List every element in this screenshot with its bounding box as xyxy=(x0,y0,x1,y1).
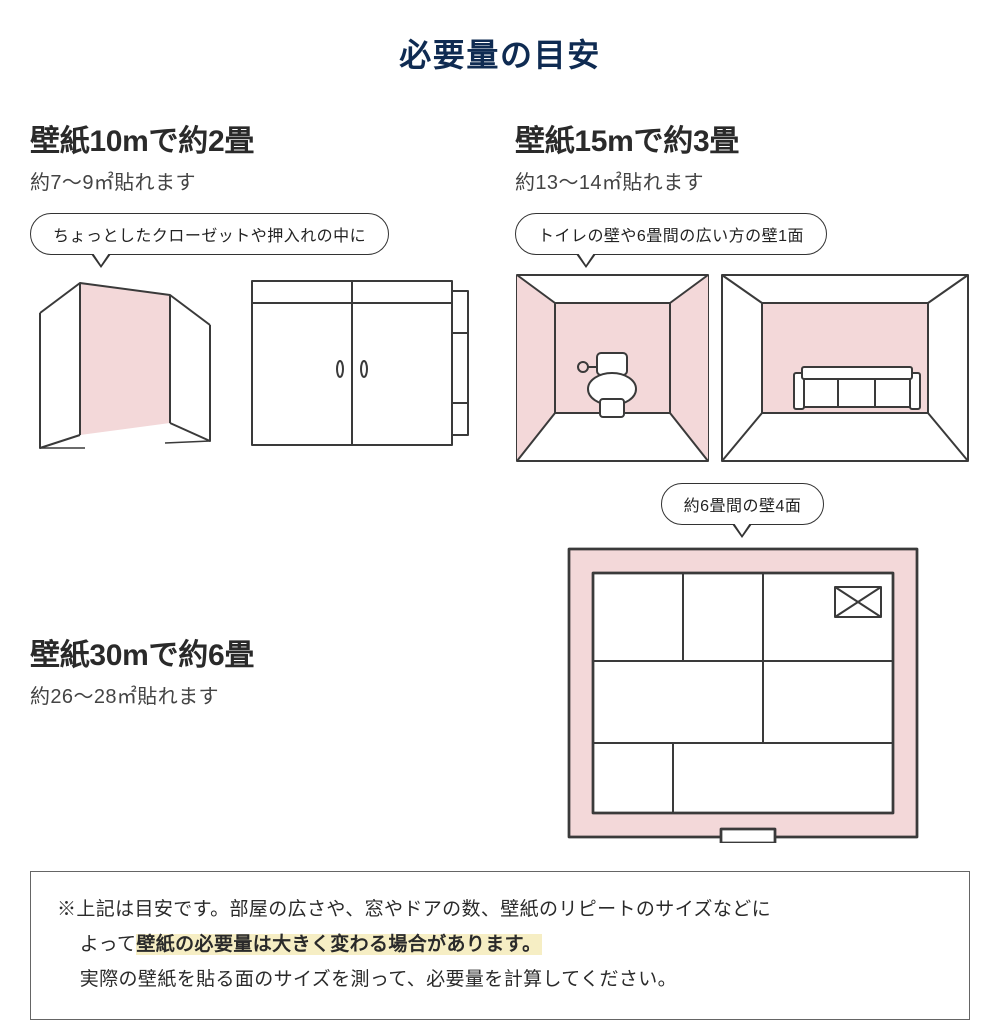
sec15-sub: 約13〜14㎡貼れます xyxy=(515,166,970,195)
section-floorplan: 約6畳間の壁4面 xyxy=(515,473,970,843)
notice-line3: 実際の壁紙を貼る面のサイズを測って、必要量を計算してください。 xyxy=(57,962,943,997)
notice-highlight: 壁紙の必要量は大きく変わる場合があります。 xyxy=(136,934,541,955)
floorplan-icon xyxy=(563,543,923,843)
slidingdoor-icon xyxy=(244,273,474,453)
sec10-illus xyxy=(30,273,485,453)
notice-line1: ※上記は目安です。部屋の広さや、窓やドアの数、壁紙のリピートのサイズなどに xyxy=(57,899,771,920)
section-15m: 壁紙15mで約3畳 約13〜14㎡貼れます トイレの壁や6畳間の広い方の壁1面 xyxy=(515,116,970,463)
sec10-heading: 壁紙10mで約2畳 xyxy=(30,116,485,160)
page-title: 必要量の目安 xyxy=(30,30,970,76)
sec10-sub: 約7〜9㎡貼れます xyxy=(30,166,485,195)
sec15-illus xyxy=(515,273,970,463)
sec15-heading: 壁紙15mで約3畳 xyxy=(515,116,970,160)
living-wall-icon xyxy=(720,273,970,463)
sec30-sub: 約26〜28㎡貼れます xyxy=(30,680,485,709)
notice-box: ※上記は目安です。部屋の広さや、窓やドアの数、壁紙のリピートのサイズなどに よっ… xyxy=(30,871,970,1020)
closet-icon xyxy=(30,273,230,453)
floor-bubble: 約6畳間の壁4面 xyxy=(661,483,825,525)
section-10m: 壁紙10mで約2畳 約7〜9㎡貼れます ちょっとしたクローゼットや押入れの中に xyxy=(30,116,485,463)
toilet-room-icon xyxy=(515,273,710,463)
section-30m: 壁紙30mで約6畳 約26〜28㎡貼れます xyxy=(30,590,485,727)
sections-grid: 壁紙10mで約2畳 約7〜9㎡貼れます ちょっとしたクローゼットや押入れの中に xyxy=(30,116,970,843)
sec10-bubble: ちょっとしたクローゼットや押入れの中に xyxy=(30,213,389,255)
sec30-heading: 壁紙30mで約6畳 xyxy=(30,630,485,674)
sec15-bubble: トイレの壁や6畳間の広い方の壁1面 xyxy=(515,213,827,255)
notice-line2-pre: よって xyxy=(80,934,137,955)
